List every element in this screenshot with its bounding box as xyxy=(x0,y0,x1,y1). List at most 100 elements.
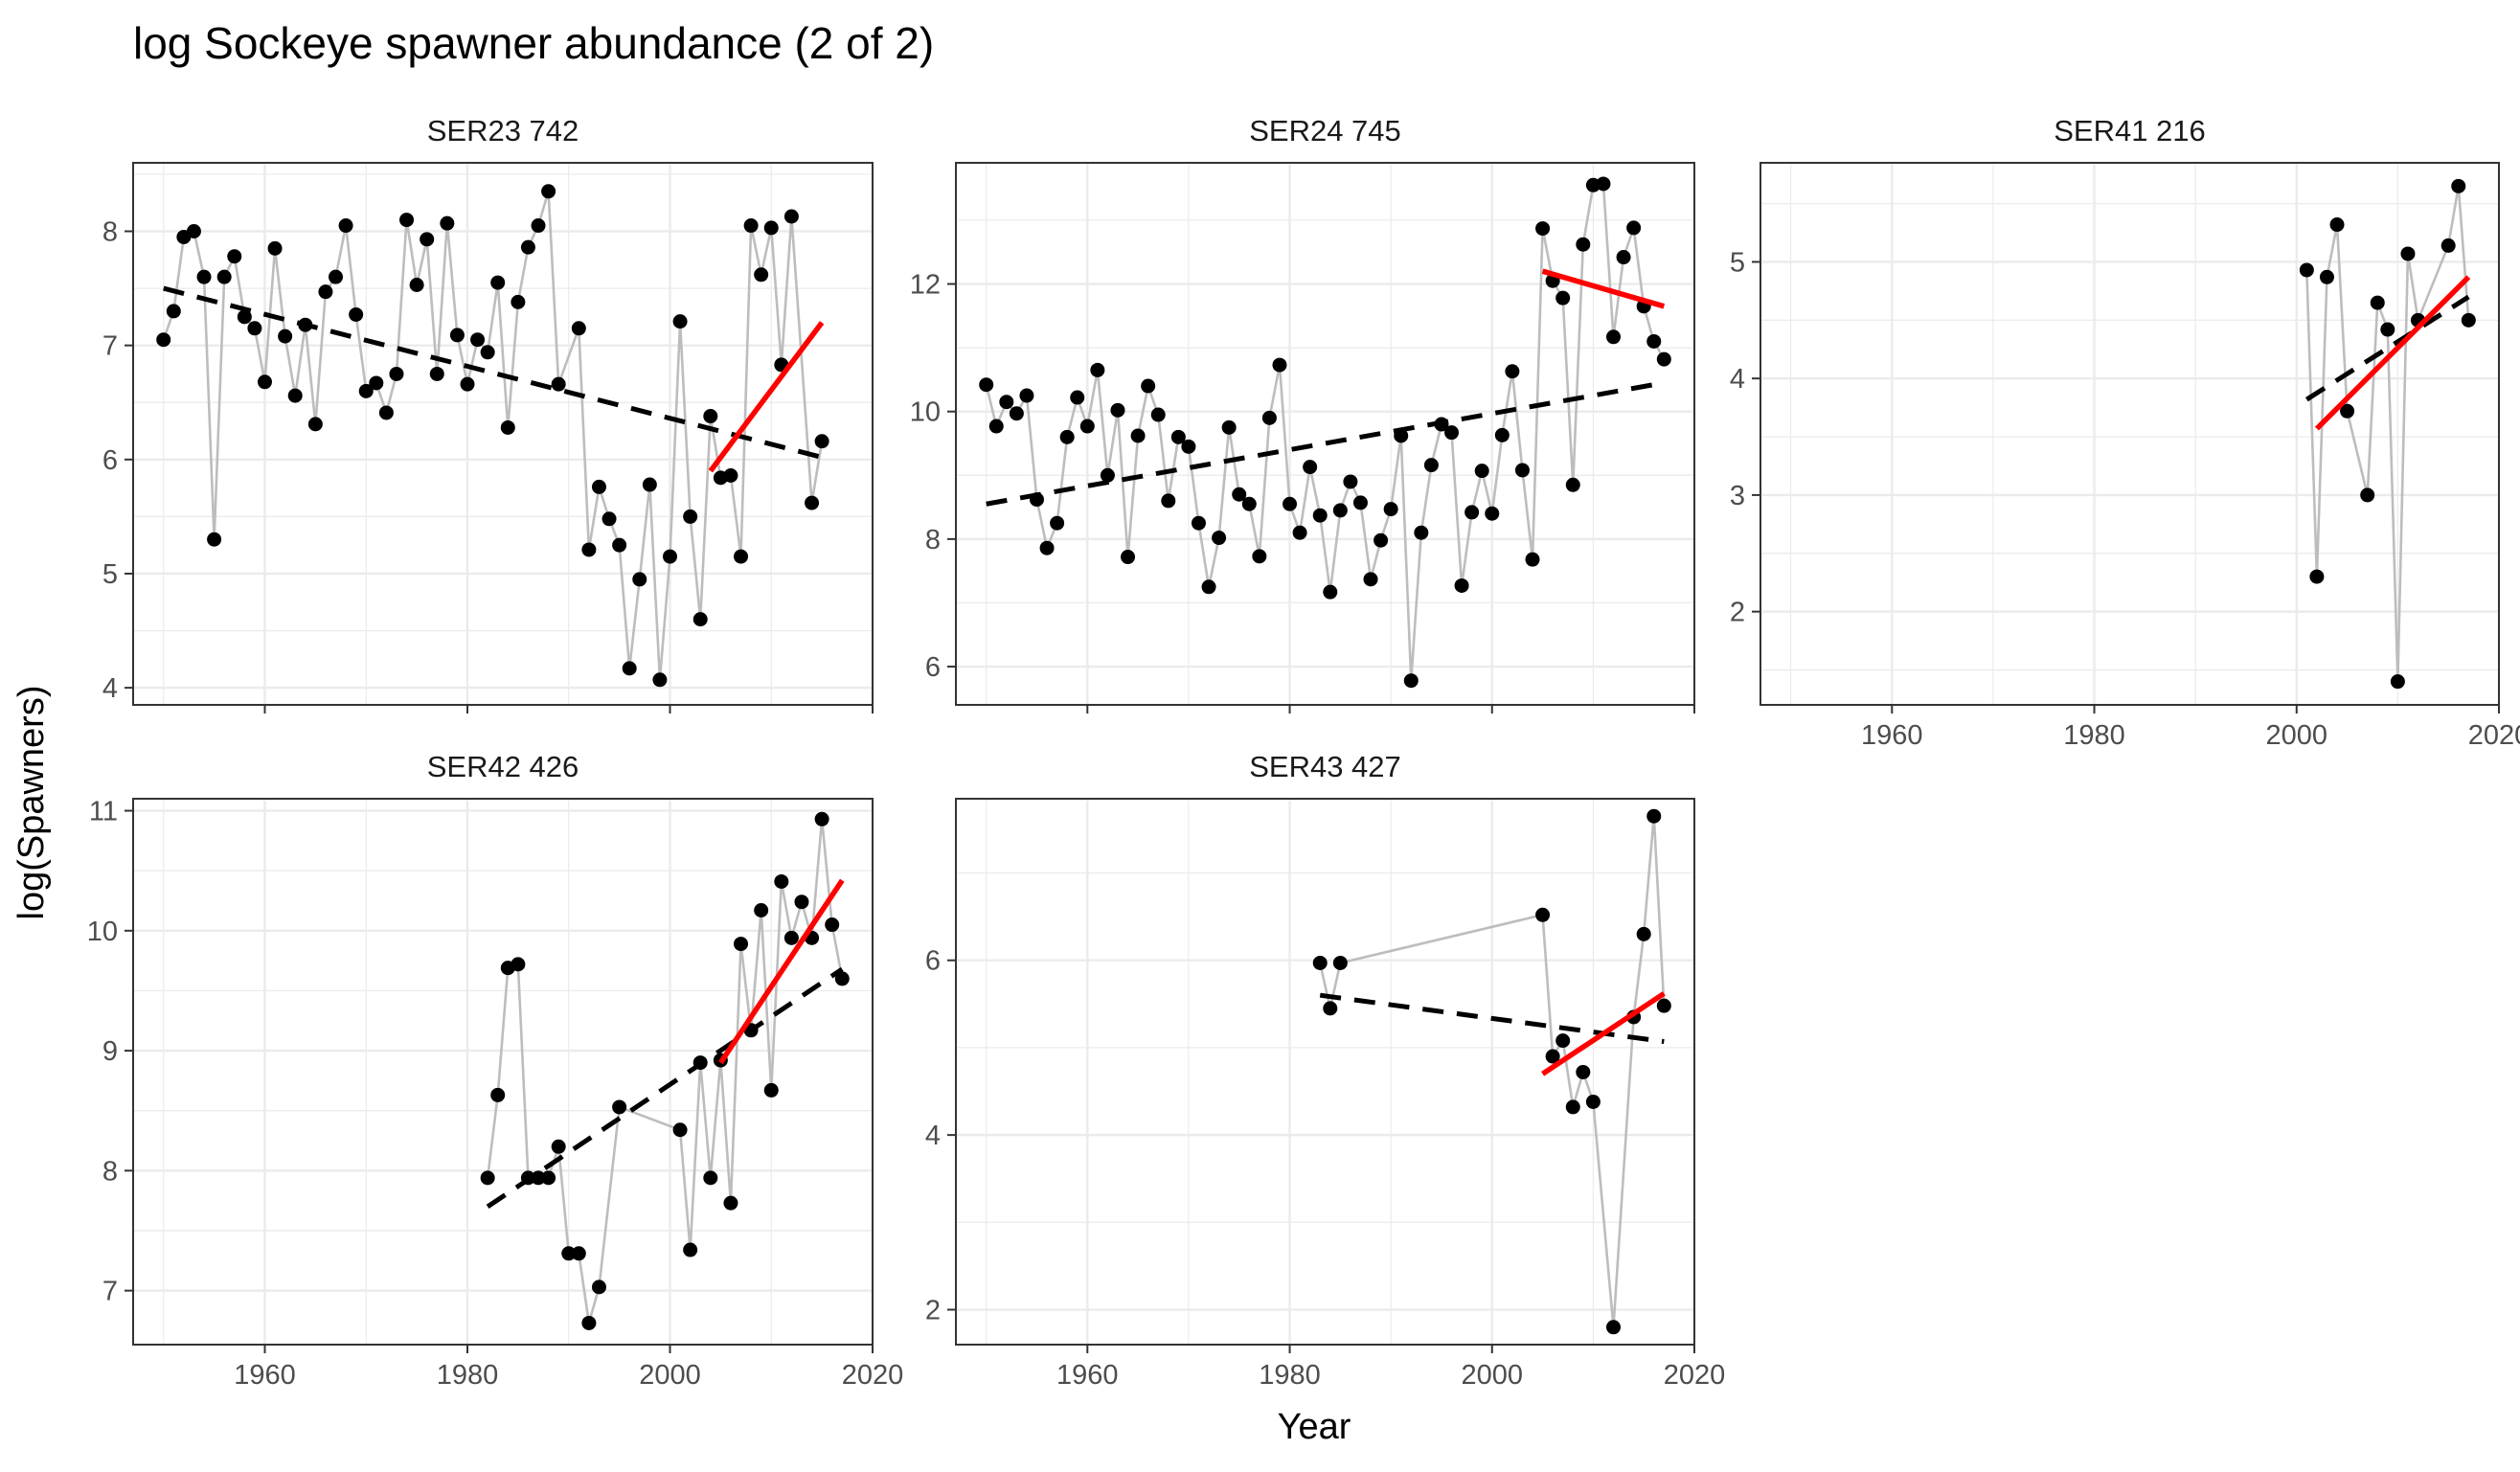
panel-border xyxy=(1759,162,2500,706)
data-point xyxy=(1352,495,1368,510)
data-point xyxy=(1423,458,1439,473)
data-point xyxy=(1383,502,1398,517)
y-tick-label: 7 xyxy=(102,331,118,362)
trend-line-recent xyxy=(718,878,845,1065)
trend-line-all-years xyxy=(986,380,1665,507)
y-tick-label: 8 xyxy=(102,216,118,247)
trend-line-recent xyxy=(2314,275,2471,431)
data-point xyxy=(2309,569,2325,584)
x-tick-label: 1960 xyxy=(1861,720,1923,751)
data-point xyxy=(1474,464,1489,479)
trend-line-all-years xyxy=(486,966,844,1210)
data-point xyxy=(1403,673,1419,689)
data-point xyxy=(358,383,374,398)
panel-1: SER23 742 4 5 6 7 8 xyxy=(102,114,874,713)
data-point xyxy=(683,1242,698,1257)
data-point xyxy=(988,419,1004,434)
data-point xyxy=(783,209,799,224)
y-tick-label: 4 xyxy=(1730,364,1745,395)
data-point xyxy=(1323,584,1338,600)
data-point xyxy=(1444,425,1460,441)
data-point xyxy=(551,376,566,392)
data-point xyxy=(2441,238,2456,253)
data-point xyxy=(734,549,749,564)
data-point xyxy=(1576,1064,1591,1079)
panel-2: SER24 745 6 8 10 12 xyxy=(910,114,1696,713)
data-point xyxy=(2400,246,2416,261)
data-point xyxy=(1414,525,1429,540)
y-tick-label: 10 xyxy=(910,397,941,428)
y-tick-label: 3 xyxy=(1730,481,1745,511)
data-point xyxy=(247,321,262,336)
data-point xyxy=(1121,550,1136,565)
panel-title: SER42 426 xyxy=(427,750,579,783)
data-point xyxy=(642,477,657,492)
data-point xyxy=(1252,549,1267,564)
trend-line-recent xyxy=(1541,268,1666,309)
data-point xyxy=(1565,477,1580,492)
x-tick-label: 1960 xyxy=(1056,1360,1119,1391)
data-point xyxy=(511,957,526,972)
data-point xyxy=(1009,406,1024,421)
data-point xyxy=(1170,429,1186,444)
data-point xyxy=(1394,428,1409,443)
data-point xyxy=(389,366,404,381)
data-point xyxy=(490,1087,506,1102)
data-point xyxy=(1141,378,1156,394)
y-tick-label: 7 xyxy=(102,1277,118,1307)
data-point xyxy=(287,388,303,403)
data-point xyxy=(754,267,769,283)
data-point xyxy=(683,509,698,524)
data-point xyxy=(1636,926,1651,941)
data-point xyxy=(1576,237,1591,252)
data-point xyxy=(237,309,252,325)
data-point xyxy=(1656,998,1671,1013)
plot-area xyxy=(480,811,850,1330)
x-tick-label: 1980 xyxy=(1259,1360,1321,1391)
data-point xyxy=(1323,1001,1338,1016)
data-point xyxy=(1332,503,1348,518)
y-tick-label: 5 xyxy=(102,559,118,590)
data-point xyxy=(979,377,994,393)
plot-area xyxy=(1312,808,1671,1335)
data-point xyxy=(754,903,769,918)
data-point xyxy=(703,1170,718,1186)
data-point xyxy=(196,269,212,284)
data-point xyxy=(1343,474,1358,489)
data-point xyxy=(186,223,201,238)
data-point xyxy=(1292,525,1307,540)
y-tick-label: 8 xyxy=(925,525,941,555)
data-point xyxy=(1283,496,1298,511)
data-point xyxy=(581,1315,597,1330)
chart-title: log Sockeye spawner abundance (2 of 2) xyxy=(133,18,934,68)
data-point xyxy=(2451,178,2466,193)
data-point xyxy=(1181,439,1196,454)
data-point xyxy=(1303,460,1318,475)
data-point xyxy=(1090,362,1105,377)
data-point xyxy=(612,537,627,553)
data-point xyxy=(329,269,344,284)
x-tick-label: 1980 xyxy=(437,1360,499,1391)
data-point xyxy=(2380,322,2395,337)
data-point xyxy=(1616,250,1631,265)
data-point xyxy=(1626,220,1642,236)
data-point xyxy=(520,1170,535,1186)
data-point xyxy=(743,218,759,234)
data-point xyxy=(1261,410,1277,425)
data-point xyxy=(338,218,353,234)
y-tick-label: 9 xyxy=(102,1036,118,1067)
data-point xyxy=(1232,487,1247,502)
data-point xyxy=(2340,403,2355,419)
data-point xyxy=(1029,492,1044,508)
data-point xyxy=(1656,351,1671,367)
data-point xyxy=(632,572,647,587)
data-point xyxy=(1514,463,1530,478)
data-point xyxy=(672,1122,688,1138)
data-point xyxy=(307,417,323,432)
x-tick-label: 2000 xyxy=(639,1360,701,1391)
data-point xyxy=(591,479,606,494)
data-point xyxy=(378,405,394,420)
data-point xyxy=(1646,808,1662,824)
panel-border xyxy=(132,162,874,706)
x-tick-label: 1960 xyxy=(234,1360,296,1391)
